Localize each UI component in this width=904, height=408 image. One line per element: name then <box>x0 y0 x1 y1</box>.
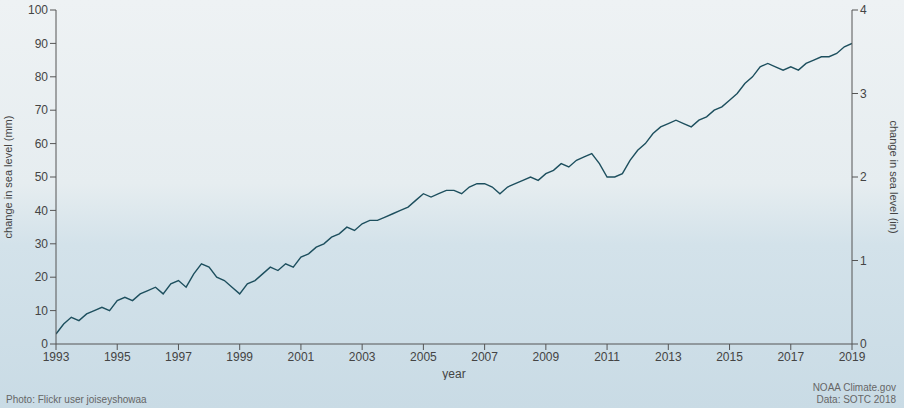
svg-text:1: 1 <box>860 254 867 268</box>
svg-text:2015: 2015 <box>716 350 743 364</box>
svg-text:2: 2 <box>860 170 867 184</box>
svg-text:2009: 2009 <box>532 350 559 364</box>
svg-text:80: 80 <box>35 70 49 84</box>
svg-text:year: year <box>442 367 465 380</box>
svg-text:1997: 1997 <box>165 350 192 364</box>
svg-text:90: 90 <box>35 37 49 51</box>
svg-text:40: 40 <box>35 204 49 218</box>
svg-text:2003: 2003 <box>349 350 376 364</box>
svg-text:change in sea level (in): change in sea level (in) <box>888 120 900 233</box>
html-text:NOAA Climate.gov: NOAA Climate.gov <box>812 382 896 393</box>
svg-text:2017: 2017 <box>777 350 804 364</box>
svg-text:3: 3 <box>860 87 867 101</box>
svg-text:2007: 2007 <box>471 350 498 364</box>
svg-text:50: 50 <box>35 170 49 184</box>
svg-text:30: 30 <box>35 237 49 251</box>
svg-text:70: 70 <box>35 103 49 117</box>
svg-text:1993: 1993 <box>43 350 70 364</box>
svg-text:60: 60 <box>35 137 49 151</box>
svg-text:100: 100 <box>28 3 48 17</box>
svg-text:change in sea level (mm): change in sea level (mm) <box>2 116 14 239</box>
svg-text:1995: 1995 <box>104 350 131 364</box>
svg-text:4: 4 <box>860 3 867 17</box>
svg-text:2019: 2019 <box>839 350 866 364</box>
html-text:Photo: Flickr user joiseyshowa: Photo: Flickr user joiseyshowaa <box>6 394 147 405</box>
html-text:Data: SOTC 2018: Data: SOTC 2018 <box>816 394 896 405</box>
svg-text:10: 10 <box>35 304 49 318</box>
svg-text:2005: 2005 <box>410 350 437 364</box>
svg-text:2001: 2001 <box>288 350 315 364</box>
svg-text:20: 20 <box>35 270 49 284</box>
svg-text:2013: 2013 <box>655 350 682 364</box>
svg-text:0: 0 <box>860 337 867 351</box>
svg-text:0: 0 <box>41 337 48 351</box>
svg-text:2011: 2011 <box>594 350 620 364</box>
svg-text:1999: 1999 <box>226 350 253 364</box>
